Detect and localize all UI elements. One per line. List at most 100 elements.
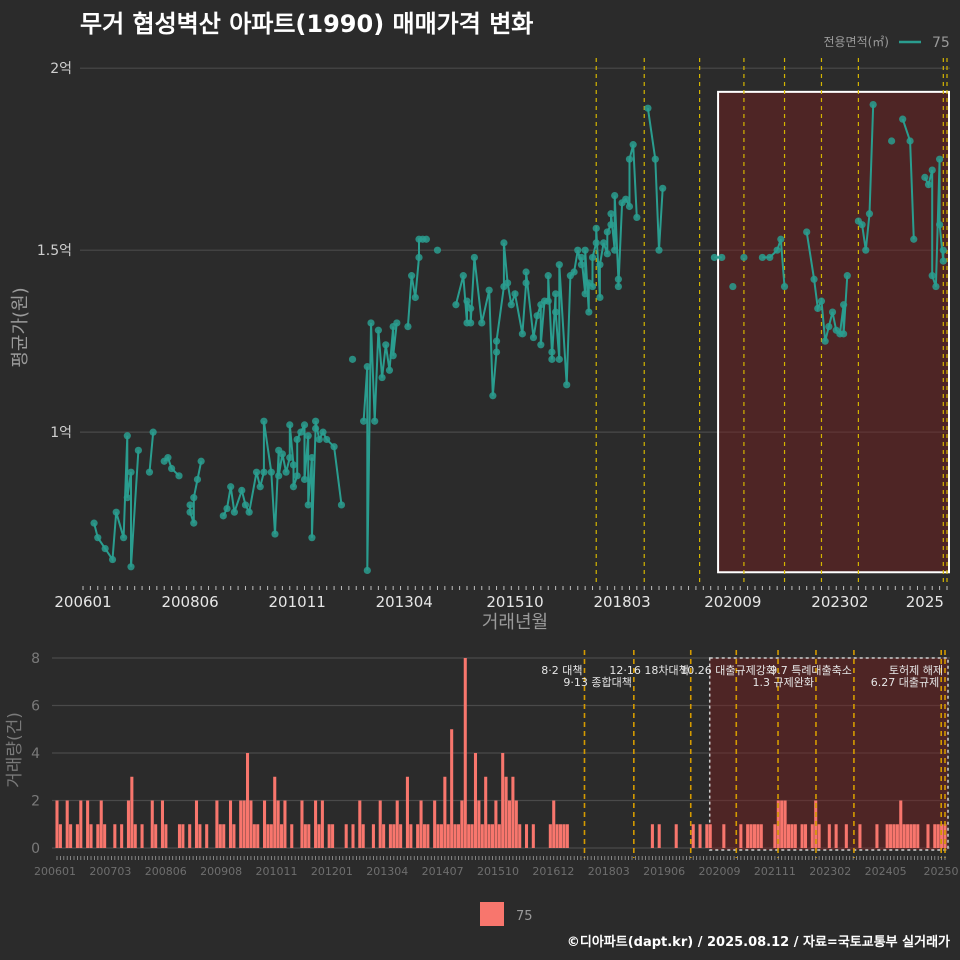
volume-bar bbox=[752, 824, 757, 848]
data-point bbox=[596, 261, 604, 269]
data-point bbox=[936, 155, 944, 163]
data-point bbox=[507, 301, 515, 309]
volume-bar bbox=[283, 800, 287, 848]
volume-bar bbox=[409, 824, 413, 848]
volume-bar bbox=[470, 824, 474, 848]
data-point bbox=[164, 454, 172, 462]
x-tick-label: 202302 bbox=[811, 593, 868, 611]
data-point bbox=[611, 191, 619, 200]
data-point bbox=[544, 297, 552, 305]
data-point bbox=[570, 268, 578, 276]
data-point bbox=[385, 366, 394, 374]
x-tick-label: 200601 bbox=[54, 593, 111, 611]
data-point bbox=[611, 246, 619, 254]
volume-bar bbox=[422, 824, 426, 848]
legend-label: 75 bbox=[932, 35, 950, 51]
volume-bar bbox=[467, 824, 471, 848]
data-point bbox=[718, 253, 726, 262]
volume-bar bbox=[889, 824, 893, 848]
volume-bar bbox=[215, 800, 219, 848]
data-point bbox=[825, 322, 833, 331]
data-point bbox=[286, 421, 294, 429]
volume-bar bbox=[817, 824, 821, 848]
volume-bar bbox=[756, 824, 760, 848]
x-tick-label: 200908 bbox=[200, 865, 242, 878]
data-point bbox=[404, 322, 412, 331]
volume-bar bbox=[895, 824, 899, 848]
volume-bar bbox=[164, 824, 168, 848]
volume-bar bbox=[749, 824, 753, 848]
x-tick-label: 202405 bbox=[865, 865, 907, 878]
volume-bar bbox=[501, 753, 505, 848]
data-point bbox=[367, 319, 375, 327]
x-tick-label: 2025 bbox=[906, 593, 944, 611]
x-tick-label: 200601 bbox=[34, 865, 76, 878]
data-point bbox=[467, 304, 475, 313]
data-point bbox=[304, 501, 312, 509]
volume-bar bbox=[490, 824, 495, 848]
volume-bar bbox=[691, 824, 695, 848]
data-point bbox=[537, 341, 545, 349]
data-point bbox=[840, 301, 848, 309]
policy-annotation: 9.7 특례대출축소 bbox=[770, 664, 852, 677]
x-tick-label: 201612 bbox=[532, 865, 574, 878]
data-point bbox=[363, 566, 371, 575]
legend-title: 전용면적(㎡) bbox=[823, 35, 889, 49]
volume-bar bbox=[524, 824, 529, 848]
policy-annotation: 9·13 종합대책 bbox=[563, 676, 631, 689]
x-tick-label: 200703 bbox=[89, 865, 131, 878]
data-point bbox=[408, 272, 416, 280]
y-tick-label: 4 bbox=[31, 746, 40, 762]
data-point bbox=[308, 534, 316, 542]
x-tick-label: 201407 bbox=[422, 865, 464, 878]
y-axis-title: 평균가(원) bbox=[10, 287, 31, 367]
data-point bbox=[467, 319, 475, 327]
data-point bbox=[544, 272, 552, 280]
data-point bbox=[810, 275, 818, 283]
data-point bbox=[308, 454, 316, 462]
volume-bar bbox=[344, 824, 348, 848]
volume-bar bbox=[494, 800, 498, 848]
volume-bar bbox=[266, 824, 270, 848]
y-tick-label: 6 bbox=[31, 699, 40, 715]
volume-bar bbox=[89, 824, 93, 848]
volume-bar bbox=[249, 800, 253, 848]
data-point bbox=[168, 464, 176, 473]
volume-bar bbox=[559, 824, 563, 848]
data-point bbox=[271, 530, 279, 538]
volume-bar bbox=[773, 824, 777, 848]
volume-bar bbox=[674, 824, 678, 848]
data-point bbox=[814, 304, 822, 313]
volume-bar bbox=[439, 824, 443, 848]
chart-title: 무거 협성벽산 아파트(1990) 매매가격 변화 bbox=[80, 10, 534, 38]
volume-bar bbox=[446, 824, 450, 848]
policy-annotation: 12·16 18차대책 bbox=[609, 664, 688, 677]
volume-bar bbox=[96, 824, 100, 848]
volume-bar bbox=[793, 824, 797, 848]
volume-bar bbox=[242, 800, 246, 848]
volume-bar bbox=[497, 824, 501, 848]
data-point bbox=[260, 468, 268, 476]
data-point bbox=[297, 428, 305, 436]
data-point bbox=[533, 312, 541, 320]
volume-bar bbox=[160, 800, 165, 848]
data-point bbox=[574, 246, 582, 254]
data-point bbox=[555, 261, 563, 269]
data-point bbox=[577, 253, 586, 262]
data-point bbox=[252, 468, 261, 476]
volume-bar bbox=[273, 776, 277, 848]
volume-bar bbox=[746, 824, 750, 848]
data-point bbox=[939, 257, 947, 265]
volume-bar bbox=[803, 824, 808, 848]
data-point bbox=[371, 417, 379, 425]
data-point bbox=[337, 501, 346, 509]
data-point bbox=[433, 246, 442, 254]
data-point bbox=[374, 326, 382, 334]
volume-bar bbox=[657, 824, 661, 848]
data-point bbox=[869, 100, 877, 109]
data-point bbox=[452, 301, 460, 309]
volume-bar bbox=[120, 824, 124, 848]
volume-bar bbox=[280, 824, 284, 848]
volume-bar bbox=[477, 800, 481, 848]
x-tick-label: 201510 bbox=[477, 865, 519, 878]
